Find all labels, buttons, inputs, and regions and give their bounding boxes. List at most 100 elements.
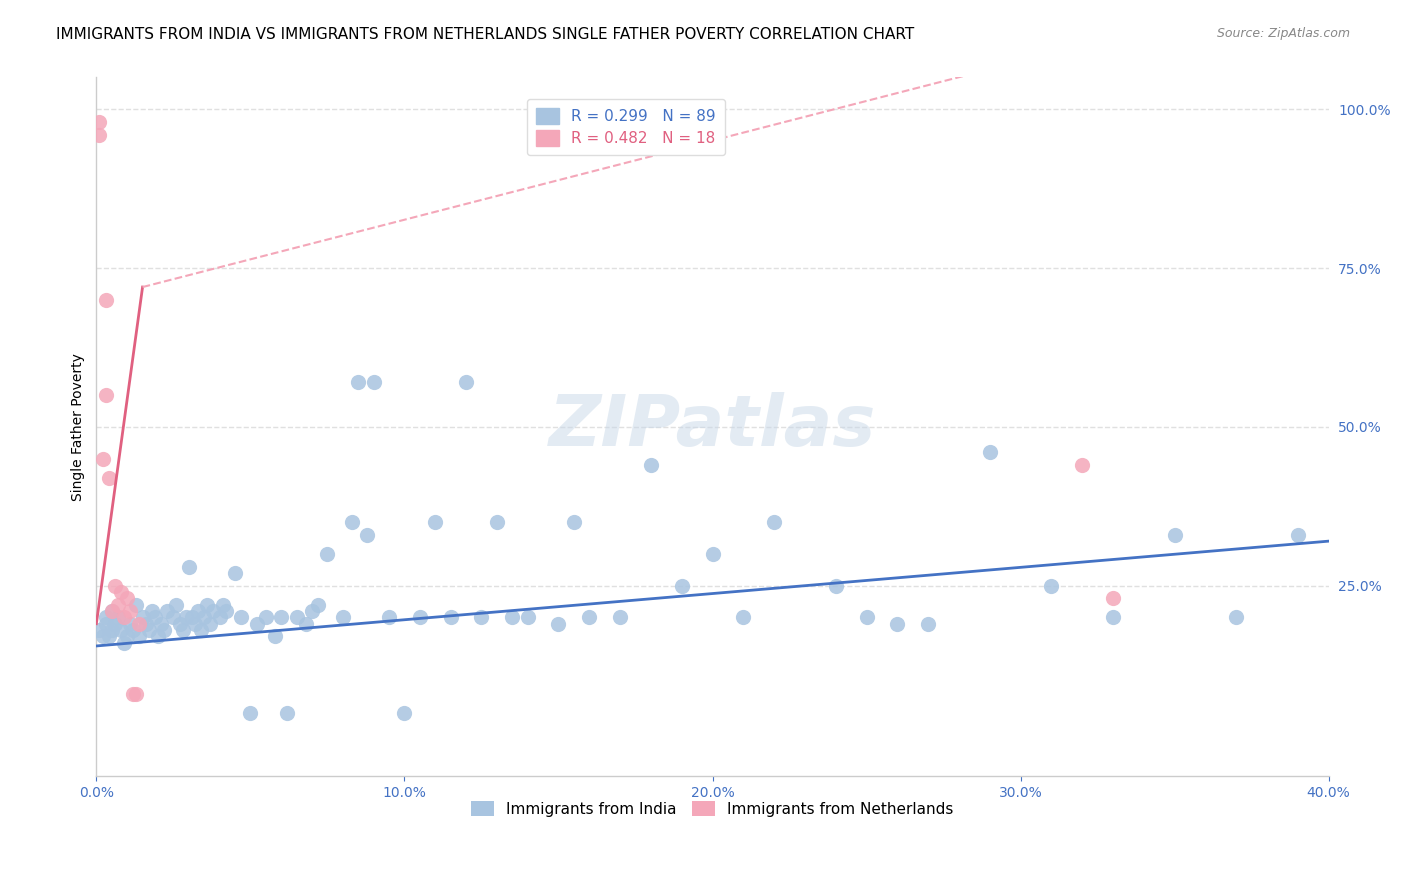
Point — [340, 515, 363, 529]
Point — [295, 616, 318, 631]
Point — [174, 610, 197, 624]
Point — [100, 604, 122, 618]
Point — [254, 610, 277, 624]
Point — [184, 616, 207, 631]
Point — [91, 451, 114, 466]
Point — [239, 706, 262, 720]
Point — [104, 616, 127, 631]
Point — [609, 610, 631, 624]
Point — [211, 598, 233, 612]
Point — [270, 610, 292, 624]
Point — [1163, 528, 1185, 542]
Point — [143, 610, 166, 624]
Point — [378, 610, 401, 624]
Point — [501, 610, 523, 624]
Point — [332, 610, 354, 624]
Point — [94, 293, 117, 307]
Point — [125, 598, 148, 612]
Point — [394, 706, 416, 720]
Point — [138, 623, 160, 637]
Point — [454, 376, 477, 390]
Point — [215, 604, 238, 618]
Point — [91, 629, 114, 643]
Point — [89, 623, 111, 637]
Point — [562, 515, 585, 529]
Point — [578, 610, 600, 624]
Point — [193, 610, 215, 624]
Point — [153, 623, 176, 637]
Point — [107, 598, 129, 612]
Point — [162, 610, 184, 624]
Point — [156, 604, 179, 618]
Point — [824, 579, 846, 593]
Point — [100, 604, 122, 618]
Point — [89, 115, 111, 129]
Point — [107, 610, 129, 624]
Point — [120, 616, 142, 631]
Point — [409, 610, 432, 624]
Point — [917, 616, 939, 631]
Point — [94, 388, 117, 402]
Point — [231, 610, 253, 624]
Point — [307, 598, 329, 612]
Point — [94, 616, 117, 631]
Point — [128, 616, 150, 631]
Point — [470, 610, 492, 624]
Point — [763, 515, 786, 529]
Point — [1286, 528, 1309, 542]
Point — [180, 610, 202, 624]
Legend: Immigrants from India, Immigrants from Netherlands: Immigrants from India, Immigrants from N… — [464, 793, 962, 824]
Point — [97, 470, 120, 484]
Point — [110, 623, 132, 637]
Point — [172, 623, 194, 637]
Point — [122, 687, 145, 701]
Point — [150, 616, 173, 631]
Point — [979, 445, 1001, 459]
Point — [202, 604, 225, 618]
Point — [516, 610, 538, 624]
Point — [485, 515, 508, 529]
Point — [100, 623, 122, 637]
Point — [104, 579, 127, 593]
Point — [135, 616, 157, 631]
Point — [128, 629, 150, 643]
Point — [285, 610, 308, 624]
Point — [363, 376, 385, 390]
Point — [702, 547, 724, 561]
Point — [886, 616, 908, 631]
Point — [1102, 591, 1125, 606]
Point — [112, 610, 135, 624]
Text: ZIPatlas: ZIPatlas — [548, 392, 876, 461]
Point — [855, 610, 877, 624]
Point — [94, 610, 117, 624]
Y-axis label: Single Father Poverty: Single Father Poverty — [72, 353, 86, 500]
Point — [425, 515, 447, 529]
Point — [264, 629, 287, 643]
Point — [1225, 610, 1247, 624]
Point — [208, 610, 231, 624]
Point — [1102, 610, 1125, 624]
Point — [141, 604, 163, 618]
Point — [120, 604, 142, 618]
Point — [245, 616, 267, 631]
Point — [115, 591, 138, 606]
Point — [276, 706, 298, 720]
Point — [115, 629, 138, 643]
Point — [1071, 458, 1094, 472]
Point — [356, 528, 378, 542]
Point — [1040, 579, 1063, 593]
Point — [122, 623, 145, 637]
Point — [89, 128, 111, 142]
Point — [131, 610, 153, 624]
Point — [187, 604, 209, 618]
Point — [547, 616, 569, 631]
Point — [125, 687, 148, 701]
Text: IMMIGRANTS FROM INDIA VS IMMIGRANTS FROM NETHERLANDS SINGLE FATHER POVERTY CORRE: IMMIGRANTS FROM INDIA VS IMMIGRANTS FROM… — [56, 27, 914, 42]
Point — [165, 598, 187, 612]
Point — [177, 559, 200, 574]
Point — [347, 376, 370, 390]
Point — [301, 604, 323, 618]
Point — [440, 610, 463, 624]
Point — [195, 598, 218, 612]
Text: Source: ZipAtlas.com: Source: ZipAtlas.com — [1216, 27, 1350, 40]
